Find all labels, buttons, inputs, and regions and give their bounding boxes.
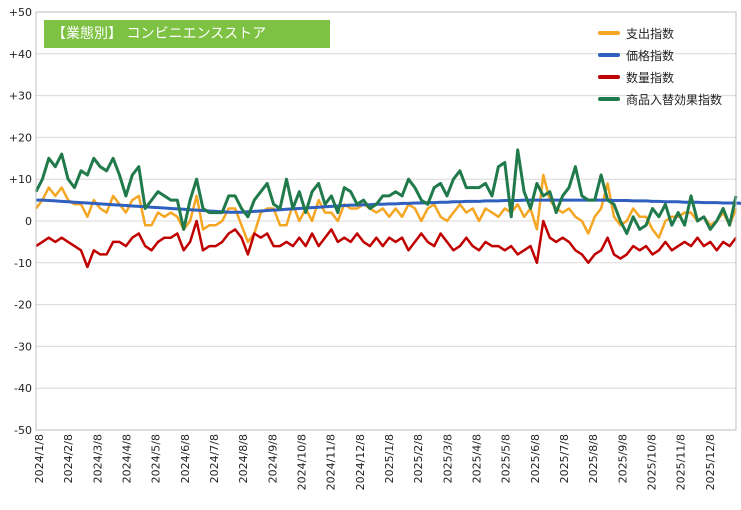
legend-item-product-replacement: 商品入替効果指数 — [598, 88, 722, 110]
y-axis-ticks: +50 +40 +30 +20 +10 0 -10 -20 -30 -40 -50 — [9, 6, 32, 437]
x-tick-label: 2024/7/8 — [208, 434, 221, 483]
y-tick-label: -50 — [14, 424, 32, 437]
legend-label-product-replacement: 商品入替効果指数 — [626, 92, 723, 107]
x-tick-label: 2024/11/8 — [325, 434, 338, 490]
legend-label-quantity: 数量指数 — [626, 70, 675, 85]
x-tick-label: 2024/4/8 — [121, 434, 134, 483]
legend-item-price: 価格指数 — [598, 44, 722, 66]
x-tick-label: 2024/1/8 — [33, 434, 46, 483]
legend-swatch-product-replacement — [598, 97, 620, 101]
x-tick-label: 2025/4/8 — [471, 434, 484, 483]
x-tick-label: 2024/9/8 — [266, 434, 279, 483]
y-tick-label: -10 — [14, 257, 32, 270]
x-tick-label: 2024/5/8 — [150, 434, 163, 483]
legend-swatch-spending — [598, 31, 620, 35]
y-tick-label: +20 — [9, 131, 32, 144]
y-tick-label: -40 — [14, 382, 32, 395]
y-tick-label: +10 — [9, 173, 32, 186]
x-tick-label: 2025/6/8 — [529, 434, 542, 483]
x-tick-label: 2025/8/8 — [587, 434, 600, 483]
x-tick-label: 2025/12/8 — [704, 434, 717, 490]
y-tick-label: -30 — [14, 340, 32, 353]
quantity-index-line — [35, 219, 737, 269]
x-axis-ticks: 2024/1/8 2024/2/8 2024/3/8 2024/4/8 2024/5/8… — [33, 434, 717, 490]
x-tick-label: 2025/11/8 — [675, 434, 688, 490]
price-index-line — [36, 198, 741, 214]
x-tick-label: 2025/7/8 — [558, 434, 571, 483]
x-tick-label: 2024/8/8 — [237, 434, 250, 483]
x-tick-label: 2025/9/8 — [616, 434, 629, 483]
legend-item-spending: 支出指数 — [598, 22, 722, 44]
x-tick-label: 2025/1/8 — [383, 434, 396, 483]
x-tick-label: 2024/12/8 — [354, 434, 367, 490]
x-tick-label: 2024/3/8 — [91, 434, 104, 483]
spending-index-line — [35, 173, 738, 244]
legend: 支出指数 価格指数 数量指数 商品入替効果指数 — [598, 22, 722, 110]
x-tick-label: 2024/2/8 — [62, 434, 75, 483]
legend-label-spending: 支出指数 — [626, 26, 675, 41]
legend-label-price: 価格指数 — [626, 48, 675, 63]
product-replacement-index-line — [34, 148, 738, 235]
legend-swatch-price — [598, 53, 620, 57]
series-lines — [34, 148, 741, 269]
x-tick-label: 2024/6/8 — [179, 434, 192, 483]
y-tick-label: 0 — [25, 215, 32, 228]
y-tick-label: +50 — [9, 6, 32, 19]
y-tick-label: +30 — [9, 90, 32, 103]
x-tick-label: 2025/10/8 — [646, 434, 659, 490]
x-tick-label: 2025/3/8 — [441, 434, 454, 483]
legend-swatch-quantity — [598, 75, 620, 79]
y-tick-label: +40 — [9, 48, 32, 61]
chart-title: 【業態別】 コンビニエンスストア — [44, 20, 330, 48]
legend-item-quantity: 数量指数 — [598, 66, 722, 88]
y-tick-label: -20 — [14, 299, 32, 312]
x-tick-label: 2025/2/8 — [412, 434, 425, 483]
plot-frame — [35, 11, 737, 431]
x-tick-label: 2025/5/8 — [500, 434, 513, 483]
x-tick-label: 2024/10/8 — [296, 434, 309, 490]
